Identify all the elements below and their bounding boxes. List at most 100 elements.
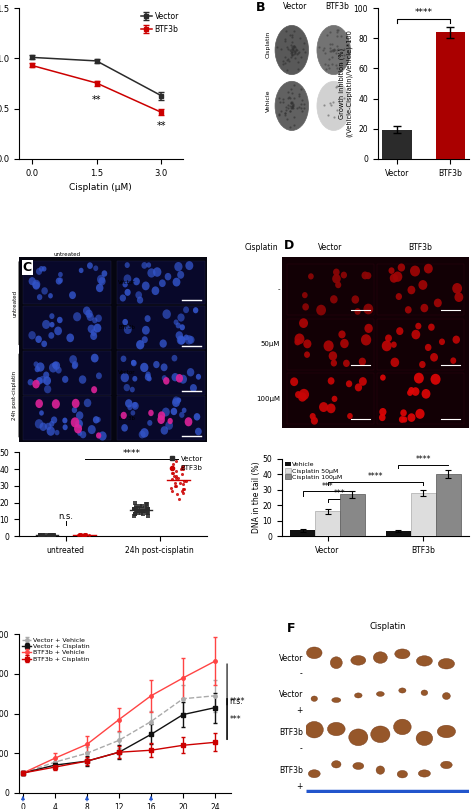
Text: 50μM: 50μM (260, 341, 280, 347)
Ellipse shape (421, 389, 430, 399)
Point (180, 483, 188, 496)
Legend: Vehicle, Cisplatin 50μM, Cisplatin 100μM: Vehicle, Cisplatin 50μM, Cisplatin 100μM (285, 462, 343, 480)
Ellipse shape (122, 282, 128, 287)
Point (131, 496, 139, 509)
Ellipse shape (79, 268, 83, 273)
Ellipse shape (396, 293, 402, 300)
Ellipse shape (173, 320, 179, 325)
Ellipse shape (137, 296, 143, 303)
Point (179, 478, 187, 491)
Ellipse shape (310, 413, 316, 420)
Text: 24h post-cisplatin: 24h post-cisplatin (12, 371, 17, 420)
Point (38, 529, 46, 542)
Ellipse shape (132, 402, 137, 408)
Bar (436, 474, 461, 536)
Point (130, 503, 138, 516)
Ellipse shape (56, 277, 62, 285)
Ellipse shape (76, 411, 83, 420)
Point (178, 485, 186, 498)
Ellipse shape (79, 375, 86, 383)
Text: -: - (300, 744, 303, 753)
Ellipse shape (125, 399, 132, 408)
Ellipse shape (34, 362, 38, 367)
Ellipse shape (28, 331, 36, 340)
Ellipse shape (159, 279, 166, 287)
Point (78, 528, 85, 541)
Text: BTF3b: BTF3b (118, 325, 136, 330)
Ellipse shape (351, 655, 366, 665)
Ellipse shape (153, 267, 161, 277)
Ellipse shape (396, 327, 403, 335)
Point (181, 474, 188, 487)
Point (144, 510, 152, 523)
Point (144, 506, 152, 519)
FancyBboxPatch shape (377, 373, 464, 424)
Ellipse shape (364, 303, 373, 315)
Ellipse shape (62, 375, 68, 383)
Point (174, 471, 182, 484)
Point (78, 528, 85, 541)
Point (135, 505, 142, 518)
Point (144, 503, 151, 516)
Point (173, 464, 180, 477)
Bar (436, 32, 465, 159)
Ellipse shape (172, 355, 177, 362)
Point (141, 502, 149, 515)
Ellipse shape (41, 287, 48, 294)
Ellipse shape (162, 408, 170, 417)
Point (50, 528, 58, 541)
Ellipse shape (290, 377, 298, 386)
Ellipse shape (131, 360, 137, 366)
Text: untreated: untreated (12, 290, 17, 317)
Point (76, 528, 84, 541)
Point (131, 508, 138, 521)
Text: BTF3b: BTF3b (279, 766, 303, 775)
Ellipse shape (430, 353, 438, 362)
Text: **: ** (92, 95, 101, 104)
Point (138, 500, 146, 513)
Ellipse shape (195, 428, 202, 435)
Point (142, 498, 149, 510)
Ellipse shape (53, 362, 60, 370)
Ellipse shape (162, 375, 167, 381)
Ellipse shape (158, 411, 165, 420)
Ellipse shape (128, 404, 132, 410)
Ellipse shape (349, 729, 368, 746)
Ellipse shape (57, 317, 63, 324)
X-axis label: Cisplatin (μM): Cisplatin (μM) (70, 184, 132, 193)
Ellipse shape (190, 384, 197, 392)
Ellipse shape (96, 417, 101, 422)
Ellipse shape (414, 373, 424, 383)
Point (172, 477, 179, 489)
Ellipse shape (308, 273, 314, 279)
Ellipse shape (453, 336, 460, 344)
Ellipse shape (424, 264, 433, 273)
Ellipse shape (63, 425, 68, 430)
Ellipse shape (43, 376, 51, 385)
Ellipse shape (355, 383, 362, 392)
Point (139, 505, 146, 518)
Text: Vector: Vector (283, 2, 308, 11)
Point (143, 506, 151, 519)
Ellipse shape (148, 409, 154, 416)
Ellipse shape (415, 323, 421, 329)
Ellipse shape (43, 371, 49, 379)
Ellipse shape (185, 335, 193, 345)
Text: Cisplatin: Cisplatin (244, 243, 278, 252)
Ellipse shape (88, 324, 95, 333)
Ellipse shape (335, 282, 341, 288)
Text: +: + (296, 706, 303, 715)
Point (85, 529, 93, 542)
Ellipse shape (194, 413, 201, 421)
Ellipse shape (146, 371, 151, 378)
Ellipse shape (39, 410, 44, 416)
Point (78, 528, 85, 541)
Text: Vector: Vector (318, 243, 343, 252)
Ellipse shape (161, 426, 168, 434)
Circle shape (317, 25, 350, 74)
Circle shape (275, 25, 309, 74)
Point (134, 506, 142, 519)
Point (132, 505, 140, 518)
Ellipse shape (92, 317, 98, 324)
Ellipse shape (49, 421, 55, 427)
